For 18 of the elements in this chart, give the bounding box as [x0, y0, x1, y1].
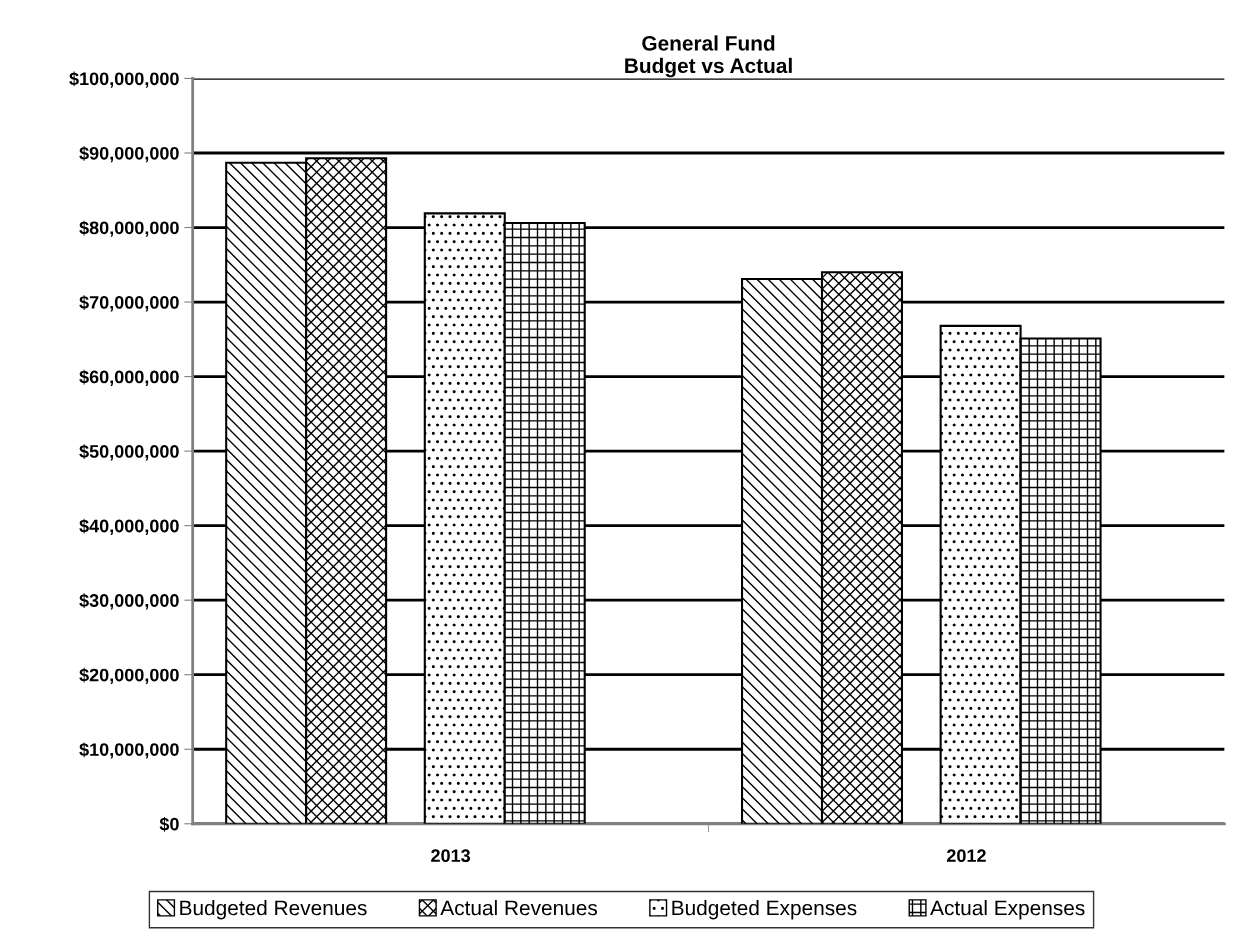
y-tick-label: $60,000,000 — [79, 369, 179, 386]
y-tick-label: $0 — [159, 816, 179, 832]
x-tick-label: 2012 — [946, 849, 986, 863]
legend-label: Budgeted Expenses — [672, 900, 857, 920]
y-tick-label: $80,000,000 — [79, 220, 179, 237]
y-tick-label: $20,000,000 — [79, 667, 179, 685]
legend-label: Actual Expenses — [930, 900, 1085, 920]
legend-label: Budgeted Revenues — [180, 900, 367, 920]
y-tick-label: $50,000,000 — [79, 444, 179, 461]
y-tick-label: $10,000,000 — [79, 742, 179, 759]
y-tick-label: $40,000,000 — [79, 518, 179, 535]
y-tick-label: $30,000,000 — [79, 593, 179, 610]
y-tick-label: $70,000,000 — [79, 295, 179, 312]
y-tick-label: $100,000,000 — [69, 71, 179, 88]
y-tick-label: $90,000,000 — [79, 146, 179, 163]
x-tick-label: 2013 — [431, 849, 471, 863]
legend-label: Actual Revenues — [440, 900, 598, 916]
chart-title: General Fund Budget vs Actual — [625, 35, 792, 78]
